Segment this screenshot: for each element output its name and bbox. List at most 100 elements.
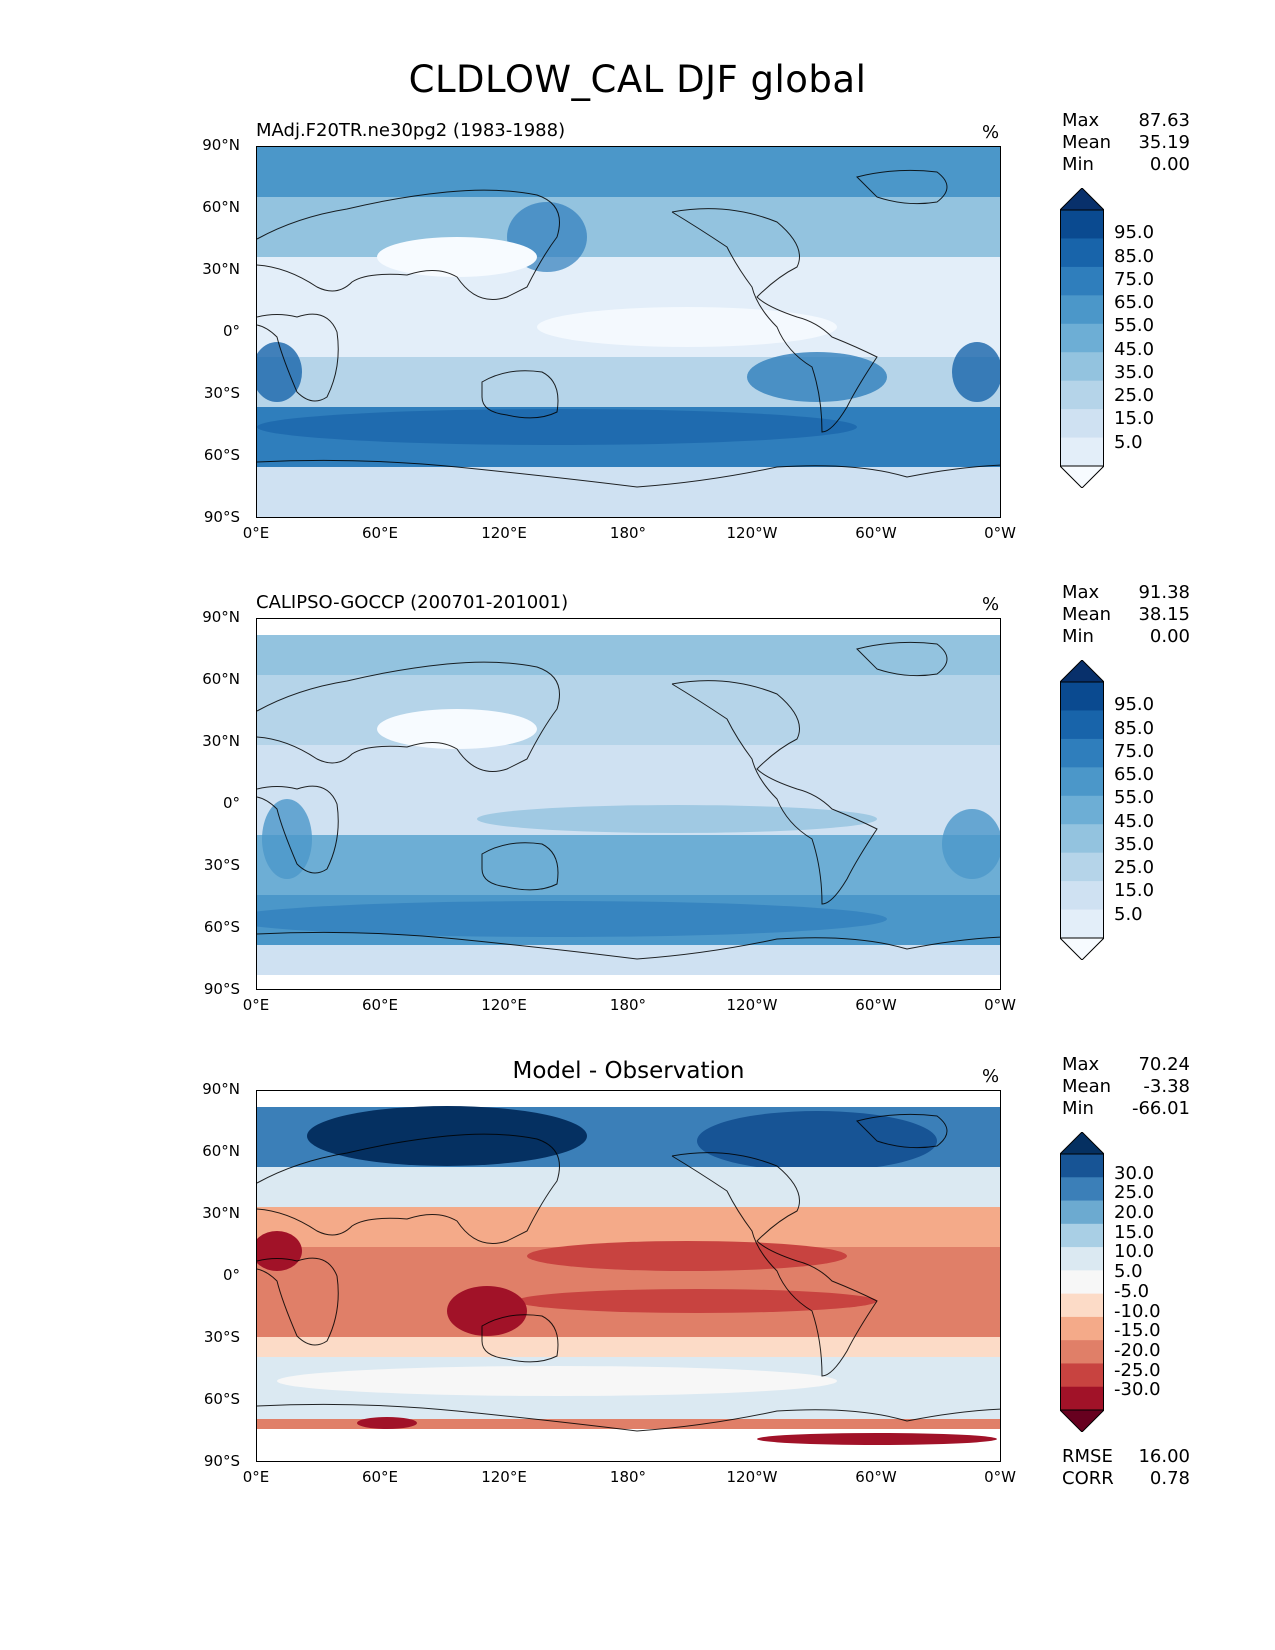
colorbar-tick-label: 15.0 bbox=[1114, 1221, 1155, 1243]
map-diff bbox=[256, 1090, 1001, 1462]
y-tick-label: 0° bbox=[222, 322, 240, 340]
colorbar-tick-label: 55.0 bbox=[1114, 787, 1155, 809]
colorbar-bin bbox=[1060, 1200, 1104, 1225]
colorbar-extend-max bbox=[1060, 188, 1104, 211]
colorbar-bin bbox=[1060, 1363, 1104, 1388]
colorbar-bin bbox=[1060, 266, 1104, 296]
y-tick-label: 60°N bbox=[202, 670, 240, 688]
colorbar-tick-label: -10.0 bbox=[1114, 1300, 1161, 1322]
colorbar-tick-label: -25.0 bbox=[1114, 1359, 1161, 1381]
stat-label: Mean bbox=[1062, 132, 1112, 153]
colorbar-bin bbox=[1060, 1154, 1104, 1178]
panel-obs: CALIPSO-GOCCP (200701-201001) % bbox=[0, 582, 1275, 1052]
coastlines bbox=[257, 641, 1000, 960]
colorbar-tick-label: 95.0 bbox=[1114, 694, 1155, 716]
colorbar-bin bbox=[1060, 852, 1104, 882]
colorbar-bin bbox=[1060, 682, 1104, 711]
y-tick-label: 0° bbox=[222, 1266, 240, 1284]
y-tick-label: 90°S bbox=[203, 508, 240, 526]
colorbar-bin bbox=[1060, 210, 1104, 239]
map-svg bbox=[257, 619, 1000, 989]
y-tick-label: 30°N bbox=[202, 1204, 240, 1222]
x-tick-label: 120°W bbox=[726, 996, 778, 1014]
y-tick-label: 30°S bbox=[203, 384, 240, 402]
x-tick-label: 0°W bbox=[984, 996, 1016, 1014]
units-label: % bbox=[982, 594, 1000, 615]
colorbar-tick-label: 30.0 bbox=[1114, 1162, 1155, 1184]
colorbar-tick-label: 75.0 bbox=[1114, 740, 1155, 762]
colorbar-tick-label: 35.0 bbox=[1114, 361, 1155, 383]
y-tick-label: 30°S bbox=[203, 856, 240, 874]
colorbar-tick-label: 65.0 bbox=[1114, 764, 1155, 786]
units-label: % bbox=[982, 1066, 1000, 1087]
stat-label: Max bbox=[1062, 110, 1100, 131]
error-metrics: RMSE 16.00 CORR 0.78 bbox=[1062, 1446, 1190, 1490]
colorbar-frame bbox=[1060, 209, 1104, 467]
y-tick-label: 60°S bbox=[203, 918, 240, 936]
x-tick-label: 0°E bbox=[242, 996, 270, 1014]
colorbar-tick-label: 15.0 bbox=[1114, 880, 1155, 902]
x-tick-label: 120°E bbox=[481, 524, 527, 542]
stat-max: 87.63 bbox=[1138, 110, 1190, 131]
colorbar-tick-label: -20.0 bbox=[1114, 1339, 1161, 1361]
x-tick-label: 60°W bbox=[855, 1468, 897, 1486]
map-svg bbox=[257, 147, 1000, 517]
y-tick-label: 60°N bbox=[202, 1142, 240, 1160]
units-label: % bbox=[982, 122, 1000, 143]
stat-mean: -3.38 bbox=[1143, 1076, 1190, 1097]
colorbar bbox=[1060, 188, 1104, 488]
stat-min: -66.01 bbox=[1131, 1098, 1190, 1119]
x-tick-label: 0°E bbox=[242, 1468, 270, 1486]
colorbar-tick-label: 65.0 bbox=[1114, 292, 1155, 314]
stat-max: 91.38 bbox=[1138, 582, 1190, 603]
x-tick-label: 120°W bbox=[726, 1468, 778, 1486]
colorbar-tick-label: 35.0 bbox=[1114, 833, 1155, 855]
colorbar-tick-label: 85.0 bbox=[1114, 717, 1155, 739]
colorbar-bin bbox=[1060, 795, 1104, 825]
y-tick-label: 60°S bbox=[203, 446, 240, 464]
x-tick-label: 120°E bbox=[481, 1468, 527, 1486]
stat-min: 0.00 bbox=[1149, 626, 1190, 647]
colorbar-bin bbox=[1060, 767, 1104, 797]
y-tick-label: 60°N bbox=[202, 198, 240, 216]
x-tick-label: 120°W bbox=[726, 524, 778, 542]
colorbar-bin bbox=[1060, 1177, 1104, 1202]
colorbar-extend-max bbox=[1060, 1132, 1104, 1155]
colorbar-bin bbox=[1060, 738, 1104, 768]
stat-label: Min bbox=[1062, 626, 1094, 647]
colorbar-bin bbox=[1060, 352, 1104, 382]
colorbar-bin bbox=[1060, 909, 1104, 939]
x-tick-label: 180° bbox=[609, 1468, 647, 1486]
colorbar-bin bbox=[1060, 380, 1104, 410]
panel-diff: Model - Observation % bbox=[0, 1054, 1275, 1524]
colorbar-tick-label: 25.0 bbox=[1114, 1182, 1155, 1204]
rmse-value: 16.00 bbox=[1138, 1446, 1190, 1467]
stat-label: Max bbox=[1062, 582, 1100, 603]
colorbar-tick-label: 5.0 bbox=[1114, 903, 1143, 925]
colorbar-bin bbox=[1060, 1386, 1104, 1411]
y-tick-label: 0° bbox=[222, 794, 240, 812]
colorbar-extend-max bbox=[1060, 660, 1104, 683]
colorbar-frame bbox=[1060, 681, 1104, 939]
x-tick-label: 0°E bbox=[242, 524, 270, 542]
stat-label: Mean bbox=[1062, 604, 1112, 625]
stat-label: Max bbox=[1062, 1054, 1100, 1075]
colorbar-bin bbox=[1060, 323, 1104, 353]
stats-box: Max 91.38 Mean 38.15 Min 0.00 bbox=[1062, 582, 1190, 648]
map-model bbox=[256, 146, 1001, 518]
colorbar-tick-label: 55.0 bbox=[1114, 315, 1155, 337]
colorbar-bin bbox=[1060, 437, 1104, 467]
figure-title: CLDLOW_CAL DJF global bbox=[408, 58, 867, 101]
y-tick-label: 90°N bbox=[202, 136, 240, 154]
x-tick-label: 0°W bbox=[984, 1468, 1016, 1486]
colorbar-tick-label: -30.0 bbox=[1114, 1379, 1161, 1401]
stat-label: Min bbox=[1062, 1098, 1094, 1119]
stat-label: Min bbox=[1062, 154, 1094, 175]
colorbar-tick-label: 25.0 bbox=[1114, 385, 1155, 407]
colorbar-tick-label: 20.0 bbox=[1114, 1202, 1155, 1224]
x-tick-label: 60°E bbox=[361, 1468, 399, 1486]
x-tick-label: 60°W bbox=[855, 996, 897, 1014]
panel-title: MAdj.F20TR.ne30pg2 (1983-1988) bbox=[256, 120, 566, 141]
colorbar-extend-min bbox=[1060, 937, 1104, 960]
colorbar-tick-label: 5.0 bbox=[1114, 1261, 1143, 1283]
